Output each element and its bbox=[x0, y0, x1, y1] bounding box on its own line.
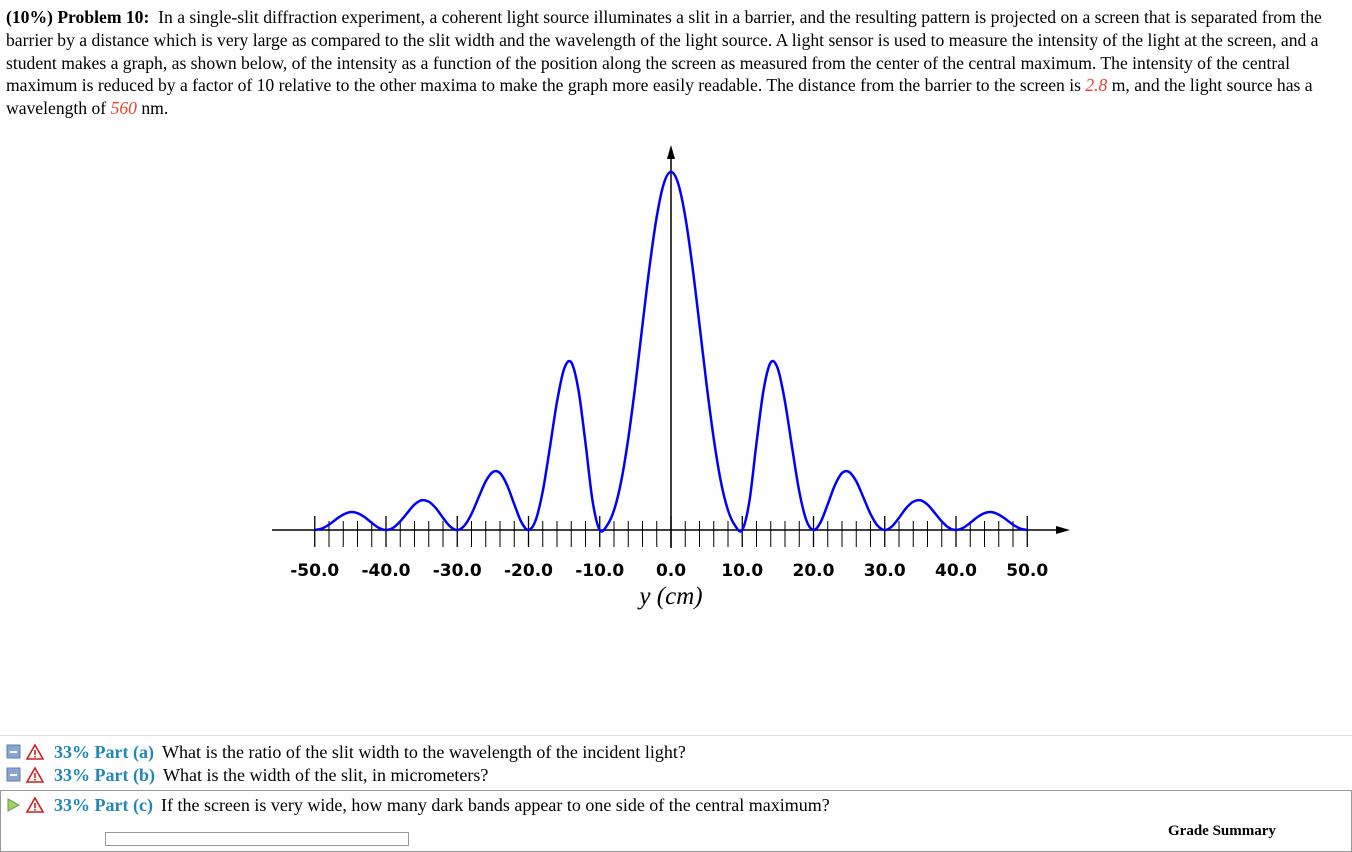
text: In a single-slit diffraction experiment,… bbox=[6, 7, 1322, 96]
x-tick-label: -20.0 bbox=[504, 561, 553, 581]
part-icons bbox=[6, 766, 45, 783]
percent: 33% bbox=[54, 794, 90, 815]
x-tick-label: -10.0 bbox=[575, 561, 624, 581]
x-tick-label: 0.0 bbox=[656, 561, 686, 581]
percent: 33% bbox=[54, 764, 90, 785]
label: Part (b) bbox=[94, 764, 155, 785]
part-label: 33% Part (b) bbox=[54, 765, 155, 786]
part-label: 33% Part (a) bbox=[54, 742, 154, 763]
part-row[interactable]: 33% Part (a) What is the ratio of the sl… bbox=[6, 741, 686, 763]
label: Part (a) bbox=[94, 741, 154, 762]
x-tick-label: 20.0 bbox=[793, 561, 835, 581]
x-tick-label: 40.0 bbox=[935, 561, 977, 581]
part-row[interactable]: 33% Part (c) If the screen is very wide,… bbox=[6, 794, 830, 816]
part-icons bbox=[7, 796, 45, 813]
part-icons bbox=[6, 743, 45, 760]
x-tick-label: 10.0 bbox=[721, 561, 763, 581]
x-tick-label: 50.0 bbox=[1006, 561, 1048, 581]
percent: 33% bbox=[54, 741, 90, 762]
problem-title: Problem 10: bbox=[57, 7, 150, 27]
part-row[interactable]: 33% Part (b) What is the width of the sl… bbox=[6, 764, 488, 786]
x-tick-label: -50.0 bbox=[290, 561, 339, 581]
weight: (10%) bbox=[6, 7, 53, 27]
x-axis-label: y (cm) bbox=[636, 583, 702, 610]
distance: 2.8 bbox=[1085, 75, 1108, 96]
separator bbox=[0, 735, 1352, 736]
question: If the screen is very wide, how many dar… bbox=[160, 794, 830, 815]
y-axis-arrow bbox=[667, 145, 675, 159]
x-tick-label: -40.0 bbox=[362, 561, 411, 581]
wavelength: 560 bbox=[110, 98, 137, 119]
x-tick-label: -30.0 bbox=[433, 561, 482, 581]
problem-text: (10%) Problem 10: In a single-slit diffr… bbox=[6, 6, 1346, 120]
answer-input[interactable] bbox=[105, 832, 409, 846]
text: nm. bbox=[141, 98, 169, 119]
label: Part (c) bbox=[94, 794, 153, 815]
part-label: 33% Part (c) bbox=[54, 795, 153, 816]
x-tick-label: 30.0 bbox=[864, 561, 906, 581]
text: m, and the light source has a wavelength… bbox=[6, 75, 1313, 119]
intensity-curve bbox=[314, 170, 1028, 533]
question: What is the ratio of the slit width to t… bbox=[161, 741, 686, 762]
grade-summary: Grade Summary bbox=[1168, 823, 1276, 839]
question: What is the width of the slit, in microm… bbox=[162, 764, 489, 785]
chart: y (cm) -50.0 -40.0 -30.0 -20.0 -10.0 0.0 10.0 2… bbox=[272, 145, 1070, 610]
x-axis-arrow bbox=[1056, 526, 1070, 534]
